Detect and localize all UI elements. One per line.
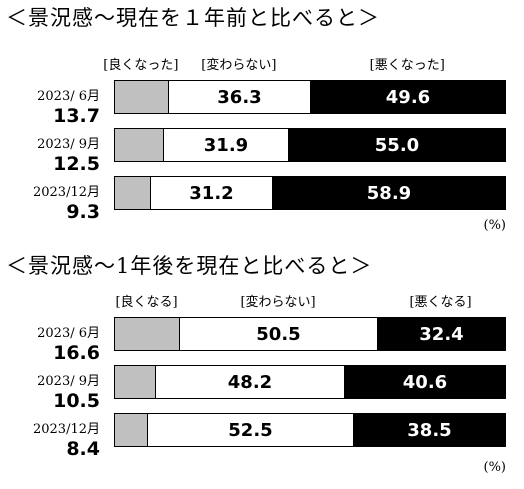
- stacked-bar: 50.5 32.4: [114, 317, 506, 351]
- bar-segment: [115, 81, 169, 113]
- data-label: 48.2: [227, 371, 273, 393]
- data-label: 10.5: [53, 390, 100, 412]
- legend-label: [良くなる]: [115, 295, 178, 310]
- data-label: 9.3: [66, 201, 100, 223]
- bar-segment: 31.9: [164, 129, 289, 161]
- chart-title: ＜景況感～1年後を現在と比べると＞: [6, 254, 373, 278]
- legend-label: [変わらない]: [201, 58, 277, 73]
- data-label: 16.6: [53, 342, 100, 364]
- unit-label: (%): [483, 218, 507, 233]
- data-label: 55.0: [374, 134, 420, 156]
- period-label: 2023/12月: [32, 185, 100, 200]
- bar-segment: 49.6: [311, 81, 505, 113]
- period-label: 2023/ 6月: [37, 326, 100, 341]
- bar-segment: 40.6: [345, 366, 505, 398]
- bar-segment: [115, 129, 164, 161]
- stacked-bar: 36.3 49.6: [114, 80, 506, 114]
- data-label: 50.5: [256, 323, 301, 345]
- data-label: 40.6: [402, 371, 448, 393]
- chart-title: ＜景況感～現在を１年前と比べると＞: [6, 6, 380, 30]
- legend-label: [悪くなった]: [369, 58, 445, 73]
- bar-segment: 50.5: [180, 318, 378, 350]
- unit-label: (%): [483, 460, 507, 475]
- period-label: 2023/ 6月: [37, 89, 100, 104]
- data-label: 38.5: [407, 419, 452, 441]
- data-label: 31.9: [203, 134, 249, 156]
- bar-segment: [115, 414, 148, 446]
- legend-label: [悪くなる]: [409, 295, 472, 310]
- period-label: 2023/ 9月: [37, 374, 100, 389]
- stacked-bar: 52.5 38.5: [114, 413, 506, 447]
- bar-segment: [115, 366, 156, 398]
- data-label: 36.3: [217, 86, 262, 108]
- data-label: 8.4: [66, 438, 100, 460]
- data-label: 49.6: [385, 86, 431, 108]
- legend-label: [変わらない]: [240, 295, 316, 310]
- bar-segment: 58.9: [273, 177, 505, 209]
- bar-segment: 32.4: [378, 318, 505, 350]
- data-label: 32.4: [419, 323, 464, 345]
- data-label: 52.5: [228, 419, 273, 441]
- data-label: 13.7: [53, 105, 100, 127]
- bar-segment: 31.2: [151, 177, 273, 209]
- bar-segment: 38.5: [354, 414, 505, 446]
- bar-segment: 48.2: [156, 366, 345, 398]
- period-label: 2023/ 9月: [37, 137, 100, 152]
- bar-segment: 52.5: [148, 414, 354, 446]
- bar-segment: 36.3: [169, 81, 311, 113]
- stacked-bar: 31.2 58.9: [114, 176, 506, 210]
- period-label: 2023/12月: [32, 422, 100, 437]
- bar-segment: [115, 177, 151, 209]
- data-label: 12.5: [53, 153, 100, 175]
- legend-label: [良くなった]: [103, 58, 179, 73]
- bar-segment: 55.0: [289, 129, 505, 161]
- stacked-bar: 48.2 40.6: [114, 365, 506, 399]
- bar-segment: [115, 318, 180, 350]
- data-label: 58.9: [366, 182, 412, 204]
- data-label: 31.2: [189, 182, 234, 204]
- stacked-bar: 31.9 55.0: [114, 128, 506, 162]
